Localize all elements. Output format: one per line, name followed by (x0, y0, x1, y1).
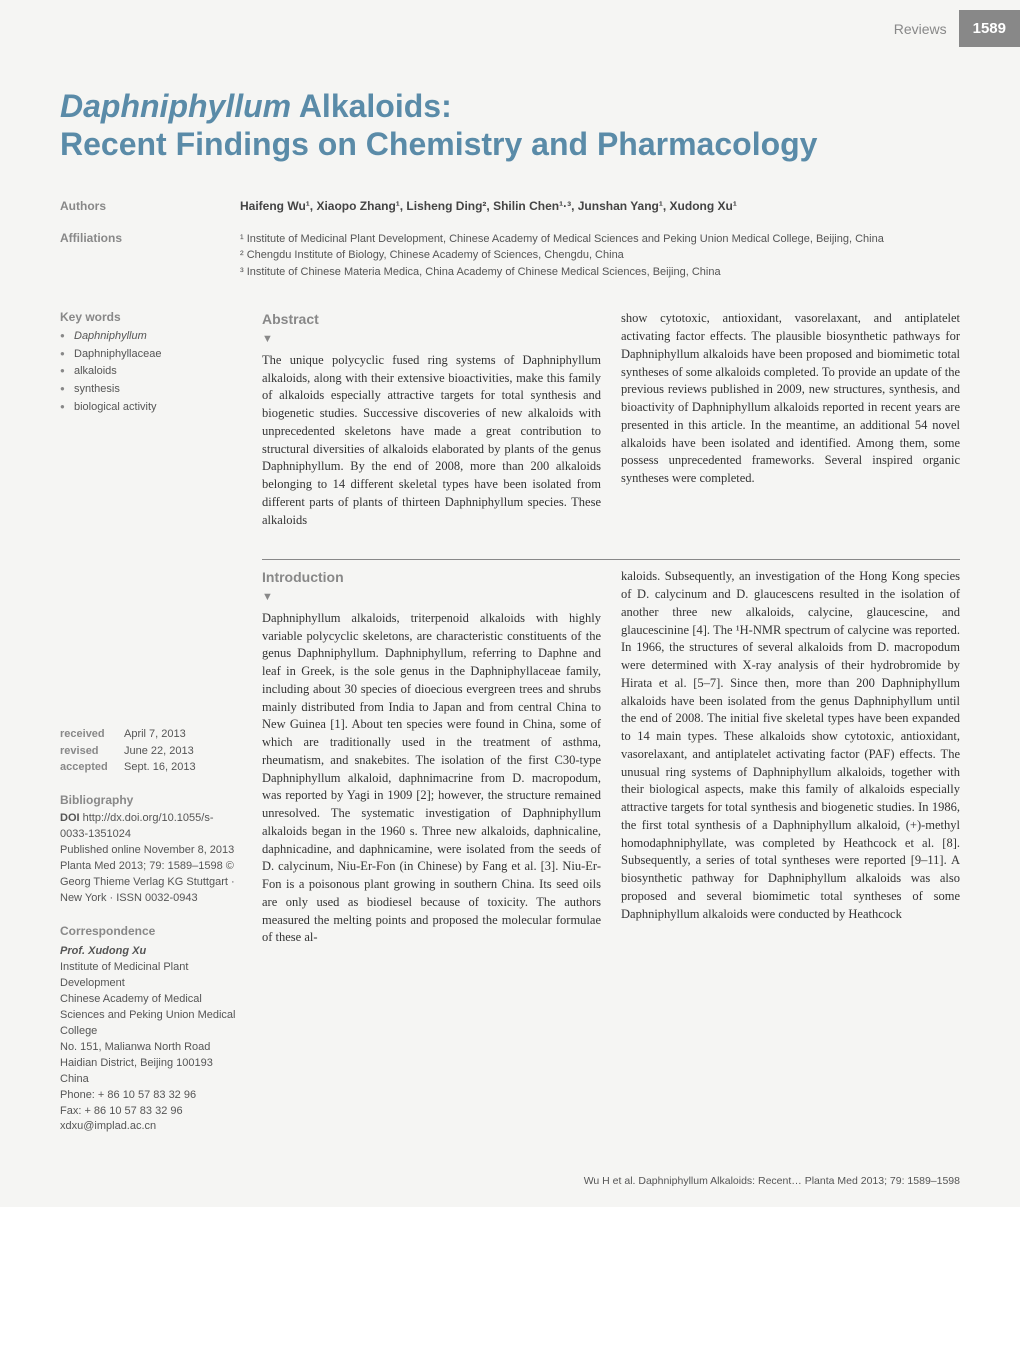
abstract-text-left: The unique polycyclic fused ring systems… (262, 353, 601, 527)
received-value: April 7, 2013 (124, 726, 186, 743)
affiliation-line: ³ Institute of Chinese Materia Medica, C… (240, 264, 960, 281)
abstract-heading: Abstract (262, 310, 601, 330)
title-line2: Recent Findings on Chemistry and Pharmac… (60, 126, 817, 162)
header-bar: Reviews 1589 (0, 0, 1020, 57)
introduction-heading: Introduction (262, 568, 601, 588)
title-italic-part: Daphniphyllum (60, 88, 291, 124)
correspondence-block: Correspondence Prof. Xudong Xu Institute… (60, 923, 240, 1136)
keyword-text: Daphniphyllaceae (74, 348, 161, 360)
correspondence-line: xdxu@implad.ac.cn (60, 1119, 240, 1135)
correspondence-line: Chinese Academy of Medical Sciences and … (60, 992, 240, 1040)
correspondence-line: China (60, 1072, 240, 1088)
title-rest: Alkaloids: (291, 88, 452, 124)
main-block: Abstract ▼ The unique polycyclic fused r… (262, 310, 960, 1135)
sidebar-spacer (60, 446, 240, 726)
bibliography-block: Bibliography DOI http://dx.doi.org/10.10… (60, 792, 240, 907)
correspondence-line: No. 151, Malianwa North Road (60, 1040, 240, 1056)
revised-value: June 22, 2013 (124, 743, 194, 760)
keywords-list: Daphniphyllum Daphniphyllaceae alkaloids… (60, 328, 240, 416)
date-row: revised June 22, 2013 (60, 743, 240, 760)
affiliation-line: ² Chengdu Institute of Biology, Chinese … (240, 247, 960, 264)
footer-citation: Wu H et al. Daphniphyllum Alkaloids: Rec… (584, 1175, 960, 1187)
correspondence-line: Haidian District, Beijing 100193 (60, 1056, 240, 1072)
date-row: received April 7, 2013 (60, 726, 240, 743)
content-area: Key words Daphniphyllum Daphniphyllaceae… (0, 310, 1020, 1165)
journal-line: Planta Med 2013; 79: 1589–1598 © Georg T… (60, 860, 235, 904)
correspondence-line: Institute of Medicinal Plant Development (60, 960, 240, 992)
abstract-columns: Abstract ▼ The unique polycyclic fused r… (262, 310, 960, 529)
affiliations-label: Affiliations (60, 231, 240, 245)
dates-block: received April 7, 2013 revised June 22, … (60, 726, 240, 776)
correspondence-heading: Correspondence (60, 923, 240, 940)
meta-section: Authors Affiliations Haifeng Wu¹, Xiaopo… (0, 199, 1020, 281)
affiliation-line: ¹ Institute of Medicinal Plant Developme… (240, 231, 960, 248)
keyword-item: Daphniphyllum (60, 328, 240, 346)
section-divider (262, 559, 960, 560)
page-number: 1589 (959, 10, 1020, 47)
introduction-section: Introduction ▼ Daphniphyllum alkaloids, … (262, 568, 960, 947)
introduction-text-right: kaloids. Subsequently, an investigation … (621, 569, 960, 920)
authors-label: Authors (60, 199, 240, 213)
keyword-item: synthesis (60, 381, 240, 399)
correspondence-line: Phone: + 86 10 57 83 32 96 (60, 1088, 240, 1104)
introduction-columns: Introduction ▼ Daphniphyllum alkaloids, … (262, 568, 960, 947)
footer: Wu H et al. Daphniphyllum Alkaloids: Rec… (0, 1165, 1020, 1207)
keywords-heading: Key words (60, 310, 240, 324)
section-marker-icon: ▼ (262, 332, 601, 348)
keyword-item: Daphniphyllaceae (60, 346, 240, 364)
abstract-column-left: Abstract ▼ The unique polycyclic fused r… (262, 310, 601, 529)
sidebar: Key words Daphniphyllum Daphniphyllaceae… (60, 310, 240, 1135)
doi-value: http://dx.doi.org/10.1055/s-0033-1351024 (60, 812, 213, 840)
abstract-column-right: show cytotoxic, antioxidant, vasorelaxan… (621, 310, 960, 529)
introduction-text-left: Daphniphyllum alkaloids, triterpenoid al… (262, 611, 601, 945)
keyword-item: biological activity (60, 399, 240, 417)
keyword-text: synthesis (74, 383, 120, 395)
date-row: accepted Sept. 16, 2013 (60, 759, 240, 776)
keyword-text: Daphniphyllum (74, 330, 147, 342)
page-container: Reviews 1589 Daphniphyllum Alkaloids: Re… (0, 0, 1020, 1207)
revised-label: revised (60, 743, 124, 760)
abstract-text-right: show cytotoxic, antioxidant, vasorelaxan… (621, 311, 960, 485)
received-label: received (60, 726, 124, 743)
article-title: Daphniphyllum Alkaloids: Recent Findings… (60, 87, 960, 164)
bibliography-heading: Bibliography (60, 792, 240, 809)
authors-list: Haifeng Wu¹, Xiaopo Zhang¹, Lisheng Ding… (240, 199, 960, 213)
correspondence-line: Fax: + 86 10 57 83 32 96 (60, 1104, 240, 1120)
accepted-label: accepted (60, 759, 124, 776)
title-section: Daphniphyllum Alkaloids: Recent Findings… (0, 57, 1020, 199)
introduction-column-left: Introduction ▼ Daphniphyllum alkaloids, … (262, 568, 601, 947)
correspondence-name: Prof. Xudong Xu (60, 944, 240, 960)
section-label: Reviews (894, 21, 947, 37)
abstract-section: Abstract ▼ The unique polycyclic fused r… (262, 310, 960, 529)
published-line: Published online November 8, 2013 (60, 844, 234, 856)
keyword-text: biological activity (74, 401, 157, 413)
meta-values-column: Haifeng Wu¹, Xiaopo Zhang¹, Lisheng Ding… (240, 199, 960, 281)
keyword-item: alkaloids (60, 363, 240, 381)
meta-labels-column: Authors Affiliations (60, 199, 240, 281)
keyword-text: alkaloids (74, 365, 117, 377)
accepted-value: Sept. 16, 2013 (124, 759, 196, 776)
section-marker-icon: ▼ (262, 590, 601, 606)
introduction-column-right: kaloids. Subsequently, an investigation … (621, 568, 960, 947)
doi-label: DOI (60, 812, 80, 824)
